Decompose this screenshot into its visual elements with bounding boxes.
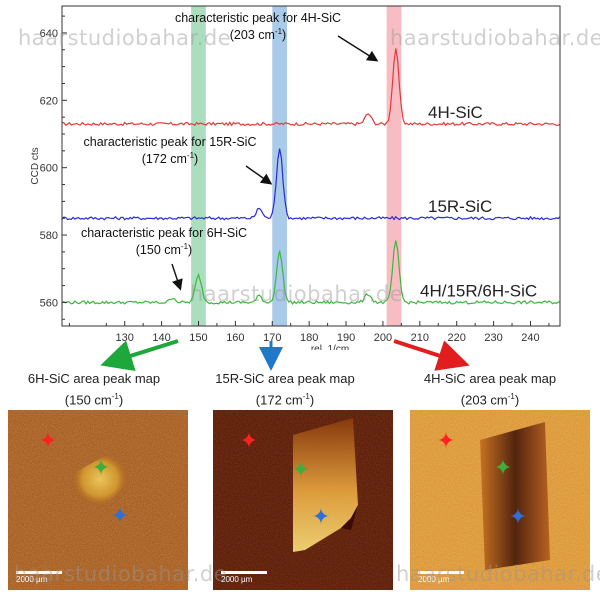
scale-bar: 2000 µm (16, 571, 62, 584)
y-axis-label: CCD cts (30, 147, 41, 184)
raman-spectrum-chart: 4H-SiC 15R-SiC 4H/15R/6H-SiC 130 140 150 160 1… (30, 5, 561, 350)
annotation-title: characteristic peak for 6H-SiC (81, 226, 247, 240)
map-title-6h: 6H-SiC area peak map (150 cm-1) (4, 370, 184, 409)
y-tick-label: 620 (40, 95, 58, 107)
x-tick-label: 140 (152, 332, 170, 344)
x-tick-label: 230 (484, 332, 502, 344)
red-marker-icon: ✦ (38, 429, 58, 454)
scale-bar: 2000 µm (221, 571, 267, 584)
green-marker-icon: ✦ (493, 456, 513, 481)
plot-frame (61, 5, 561, 327)
series-line (61, 240, 561, 305)
arrow-6h (100, 339, 179, 372)
map-panel-15r: ✦ ✦ ✦ 2000 µm (213, 410, 393, 590)
annotation-title: characteristic peak for 4H-SiC (175, 11, 341, 25)
green-marker-icon: ✦ (291, 458, 311, 483)
map-panel-6h: ✦ ✦ ✦ 2000 µm (8, 410, 188, 590)
arrow-4h (393, 339, 470, 371)
highlight-band (191, 6, 206, 326)
red-marker-icon: ✦ (239, 429, 259, 454)
x-tick-label: 150 (189, 332, 207, 344)
spectra-series: 4H-SiC 15R-SiC 4H/15R/6H-SiC (61, 48, 561, 305)
map-title-6h-text: 6H-SiC area peak map (27, 371, 161, 386)
x-tick-label: 240 (521, 332, 539, 344)
blue-marker-icon: ✦ (508, 505, 528, 530)
highlight-band (386, 6, 402, 326)
y-tick-label: 600 (40, 163, 58, 175)
series-line (61, 148, 561, 221)
x-tick-label: 180 (300, 332, 318, 344)
x-tick-label: 170 (263, 332, 281, 344)
annotation-arrow (171, 263, 183, 291)
annotation-title: characteristic peak for 15R-SiC (84, 135, 257, 149)
red-marker-icon: ✦ (436, 429, 456, 454)
blue-marker-icon: ✦ (311, 505, 331, 530)
chart-axes: 130 140 150 160 170 180 190 200 210 220 230 2405605… (30, 5, 561, 350)
map-title-4h: 4H-SiC area peak map (203 cm-1) (400, 370, 580, 409)
chart-annotations: characteristic peak for 4H-SiC (203 cm-1)… (81, 11, 379, 291)
map-panel-4h: ✦ ✦ ✦ 2000 µm (410, 410, 590, 590)
annotation-arrow (245, 165, 273, 185)
map-title-15r-text: 15R-SiC area peak map (215, 371, 355, 386)
x-axis-label: rel. 1/cm (311, 344, 349, 350)
link-arrows (100, 339, 470, 372)
series-label: 15R-SiC (428, 197, 492, 216)
map-title-15r: 15R-SiC area peak map (172 cm-1) (195, 370, 375, 409)
map-title-4h-text: 4H-SiC area peak map (423, 371, 557, 386)
x-tick-label: 200 (374, 332, 392, 344)
x-tick-label: 210 (411, 332, 429, 344)
x-tick-label: 190 (337, 332, 355, 344)
highlight-bands (191, 6, 402, 326)
y-tick-label: 640 (40, 28, 58, 40)
scale-bar: 2000 µm (418, 571, 464, 584)
green-marker-icon: ✦ (91, 456, 111, 481)
annotation-value: (203 cm-1) (230, 27, 286, 42)
annotation-value: (150 cm-1) (136, 242, 192, 257)
x-tick-label: 160 (226, 332, 244, 344)
annotation-value: (172 cm-1) (142, 151, 198, 166)
y-tick-label: 560 (40, 297, 58, 309)
highlight-band (272, 6, 288, 326)
series-label: 4H/15R/6H-SiC (420, 281, 537, 300)
series-line (61, 48, 561, 127)
blue-marker-icon: ✦ (110, 504, 130, 529)
series-label: 4H-SiC (428, 103, 483, 122)
y-tick-label: 580 (40, 230, 58, 242)
annotation-arrow (337, 35, 379, 62)
